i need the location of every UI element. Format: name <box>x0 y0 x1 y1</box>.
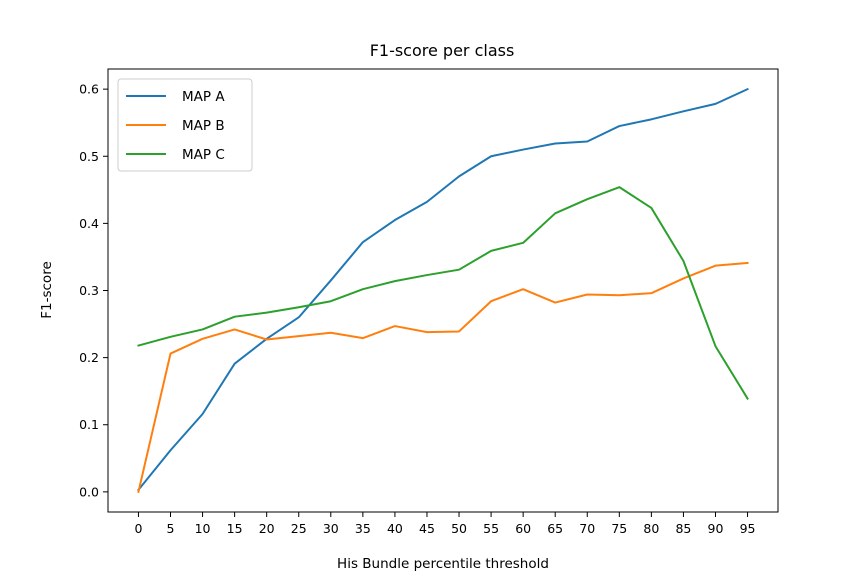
legend-label: MAP C <box>182 147 225 163</box>
series-lines <box>137 87 749 494</box>
x-tick-label: 60 <box>515 521 531 536</box>
y-tick-label: 0.1 <box>79 417 99 432</box>
series-line-map-a <box>137 87 749 492</box>
x-tick-label: 20 <box>259 521 275 536</box>
y-tick-label: 0.0 <box>79 484 99 499</box>
legend-label: MAP A <box>182 89 225 105</box>
y-tick-label: 0.6 <box>79 82 99 97</box>
x-tick-label: 55 <box>483 521 499 536</box>
series-line-map-b <box>137 261 749 494</box>
series-line-map-c <box>137 186 749 400</box>
x-tick-label: 85 <box>675 521 691 536</box>
x-tick-label: 70 <box>579 521 595 536</box>
legend: MAP A MAP B MAP C <box>117 78 253 172</box>
x-tick-label: 75 <box>611 521 627 536</box>
x-tick-label: 15 <box>227 521 243 536</box>
y-tick-label: 0.5 <box>79 149 99 164</box>
x-tick-label: 30 <box>323 521 339 536</box>
x-tick-label: 45 <box>419 521 435 536</box>
legend-box <box>117 78 253 172</box>
y-tick-label: 0.2 <box>79 350 99 365</box>
x-tick-label: 65 <box>547 521 563 536</box>
x-tick-label: 80 <box>643 521 659 536</box>
y-axis-label: F1-score <box>39 261 55 319</box>
x-axis: 0 5 10 15 20 25 30 35 40 45 50 55 60 65 70 75 80 85 90 95 <box>134 512 755 536</box>
chart-title: F1-score per class <box>370 41 515 60</box>
y-axis: 0.0 0.1 0.2 0.3 0.4 0.5 0.6 <box>79 82 108 499</box>
x-tick-label: 50 <box>451 521 467 536</box>
x-tick-label: 5 <box>167 521 175 536</box>
x-tick-label: 35 <box>355 521 371 536</box>
x-tick-label: 40 <box>387 521 403 536</box>
legend-label: MAP B <box>182 118 225 134</box>
y-tick-label: 0.3 <box>79 283 99 298</box>
x-tick-label: 95 <box>740 521 756 536</box>
x-axis-label: His Bundle percentile threshold <box>337 556 549 572</box>
x-tick-label: 25 <box>291 521 307 536</box>
y-tick-label: 0.4 <box>79 216 99 231</box>
x-tick-label: 0 <box>134 521 142 536</box>
x-tick-label: 90 <box>708 521 724 536</box>
x-tick-label: 10 <box>195 521 211 536</box>
